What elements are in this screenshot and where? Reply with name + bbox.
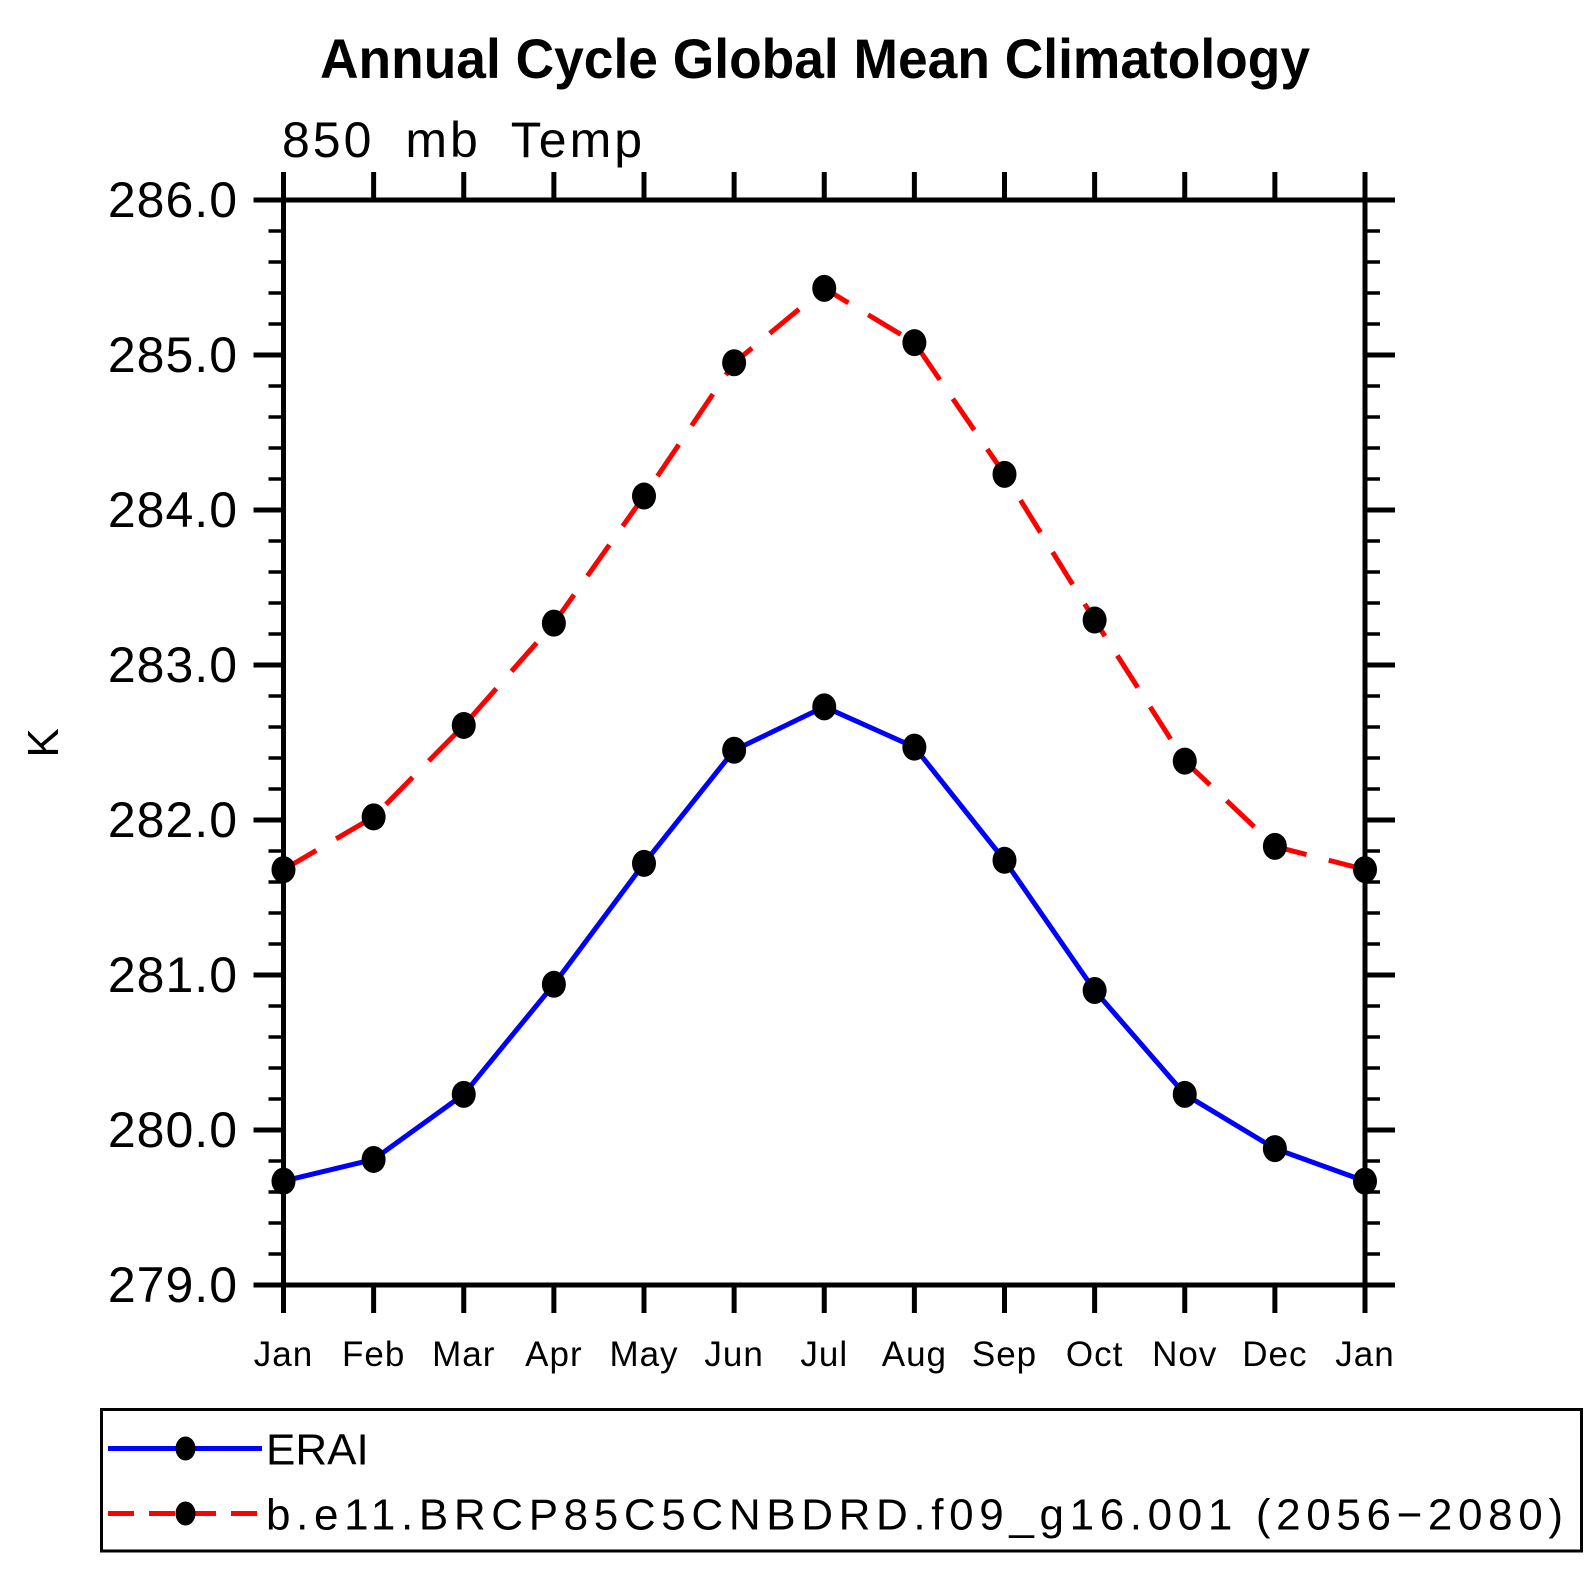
model-marker: [451, 711, 476, 739]
model-marker: [992, 460, 1017, 488]
model-marker: [812, 274, 837, 302]
erai-marker: [1082, 977, 1107, 1004]
erai-marker: [271, 1167, 296, 1195]
erai-marker: [632, 849, 656, 877]
legend-label-erai: ERAI: [266, 1426, 369, 1475]
legend-box: [100, 1408, 1583, 1553]
legend-marker-model: [175, 1501, 196, 1526]
legend: ERAI b.e11.BRCP85C5CNBDRD.f09_g16.001 (2…: [100, 1408, 1583, 1553]
x-tick-label: Sep: [972, 1335, 1037, 1374]
model-marker: [271, 856, 296, 884]
x-tick-label: Apr: [525, 1335, 582, 1374]
model-marker: [1172, 747, 1197, 775]
model-marker: [1082, 606, 1107, 634]
model-marker: [1353, 856, 1377, 884]
y-tick-label: 280.0: [108, 1102, 238, 1158]
model-marker: [632, 482, 656, 510]
y-tick-label: 284.0: [108, 482, 238, 538]
x-tick-label: Feb: [342, 1335, 405, 1374]
erai-marker: [992, 846, 1017, 874]
y-tick-label: 279.0: [108, 1257, 238, 1313]
x-tick-label: Aug: [882, 1335, 947, 1374]
x-tick-label: Jan: [254, 1335, 313, 1374]
axis-ticks: [253, 172, 1395, 1313]
erai-marker: [1172, 1080, 1197, 1108]
chart-title: Annual Cycle Global Mean Climatology: [320, 27, 1310, 90]
x-tick-label: Jul: [800, 1335, 848, 1374]
model-marker: [361, 803, 386, 831]
erai-marker: [451, 1080, 476, 1108]
erai-marker: [722, 736, 747, 764]
legend-label-model: b.e11.BRCP85C5CNBDRD.f09_g16.001 (2056−2…: [266, 1491, 1563, 1540]
x-tick-label: Jan: [1335, 1335, 1394, 1374]
x-tick-label: Nov: [1152, 1335, 1217, 1374]
axis-tick-labels: Jan Feb Mar Apr May Jun Jul Aug Sep Oct Nov Dec Jan 2…: [108, 172, 1394, 1374]
model-marker: [541, 609, 566, 637]
y-tick-label: 286.0: [108, 172, 238, 228]
y-axis-label: K: [19, 728, 68, 757]
erai-marker: [812, 693, 837, 721]
erai-marker: [361, 1145, 386, 1173]
chart-subtitle: 850 mb Temp: [282, 112, 645, 168]
erai-marker: [1262, 1135, 1287, 1163]
y-tick-label: 283.0: [108, 637, 238, 693]
y-tick-label: 282.0: [108, 792, 238, 848]
model-line: [282, 285, 1366, 873]
x-tick-label: Dec: [1242, 1335, 1307, 1374]
erai-marker: [902, 733, 927, 761]
model-marker: [1262, 832, 1287, 860]
erai-marker: [1353, 1167, 1377, 1195]
y-tick-label: 285.0: [108, 327, 238, 383]
series-layer: [271, 274, 1377, 1195]
x-tick-label: Oct: [1066, 1335, 1123, 1374]
y-tick-label: 281.0: [108, 947, 238, 1003]
model-marker: [902, 329, 927, 357]
x-tick-label: Mar: [432, 1335, 495, 1374]
model-marker: [722, 349, 747, 377]
erai-marker: [541, 970, 566, 998]
x-tick-label: Jun: [704, 1335, 763, 1374]
x-tick-label: May: [609, 1335, 678, 1374]
legend-marker-erai: [175, 1436, 196, 1461]
